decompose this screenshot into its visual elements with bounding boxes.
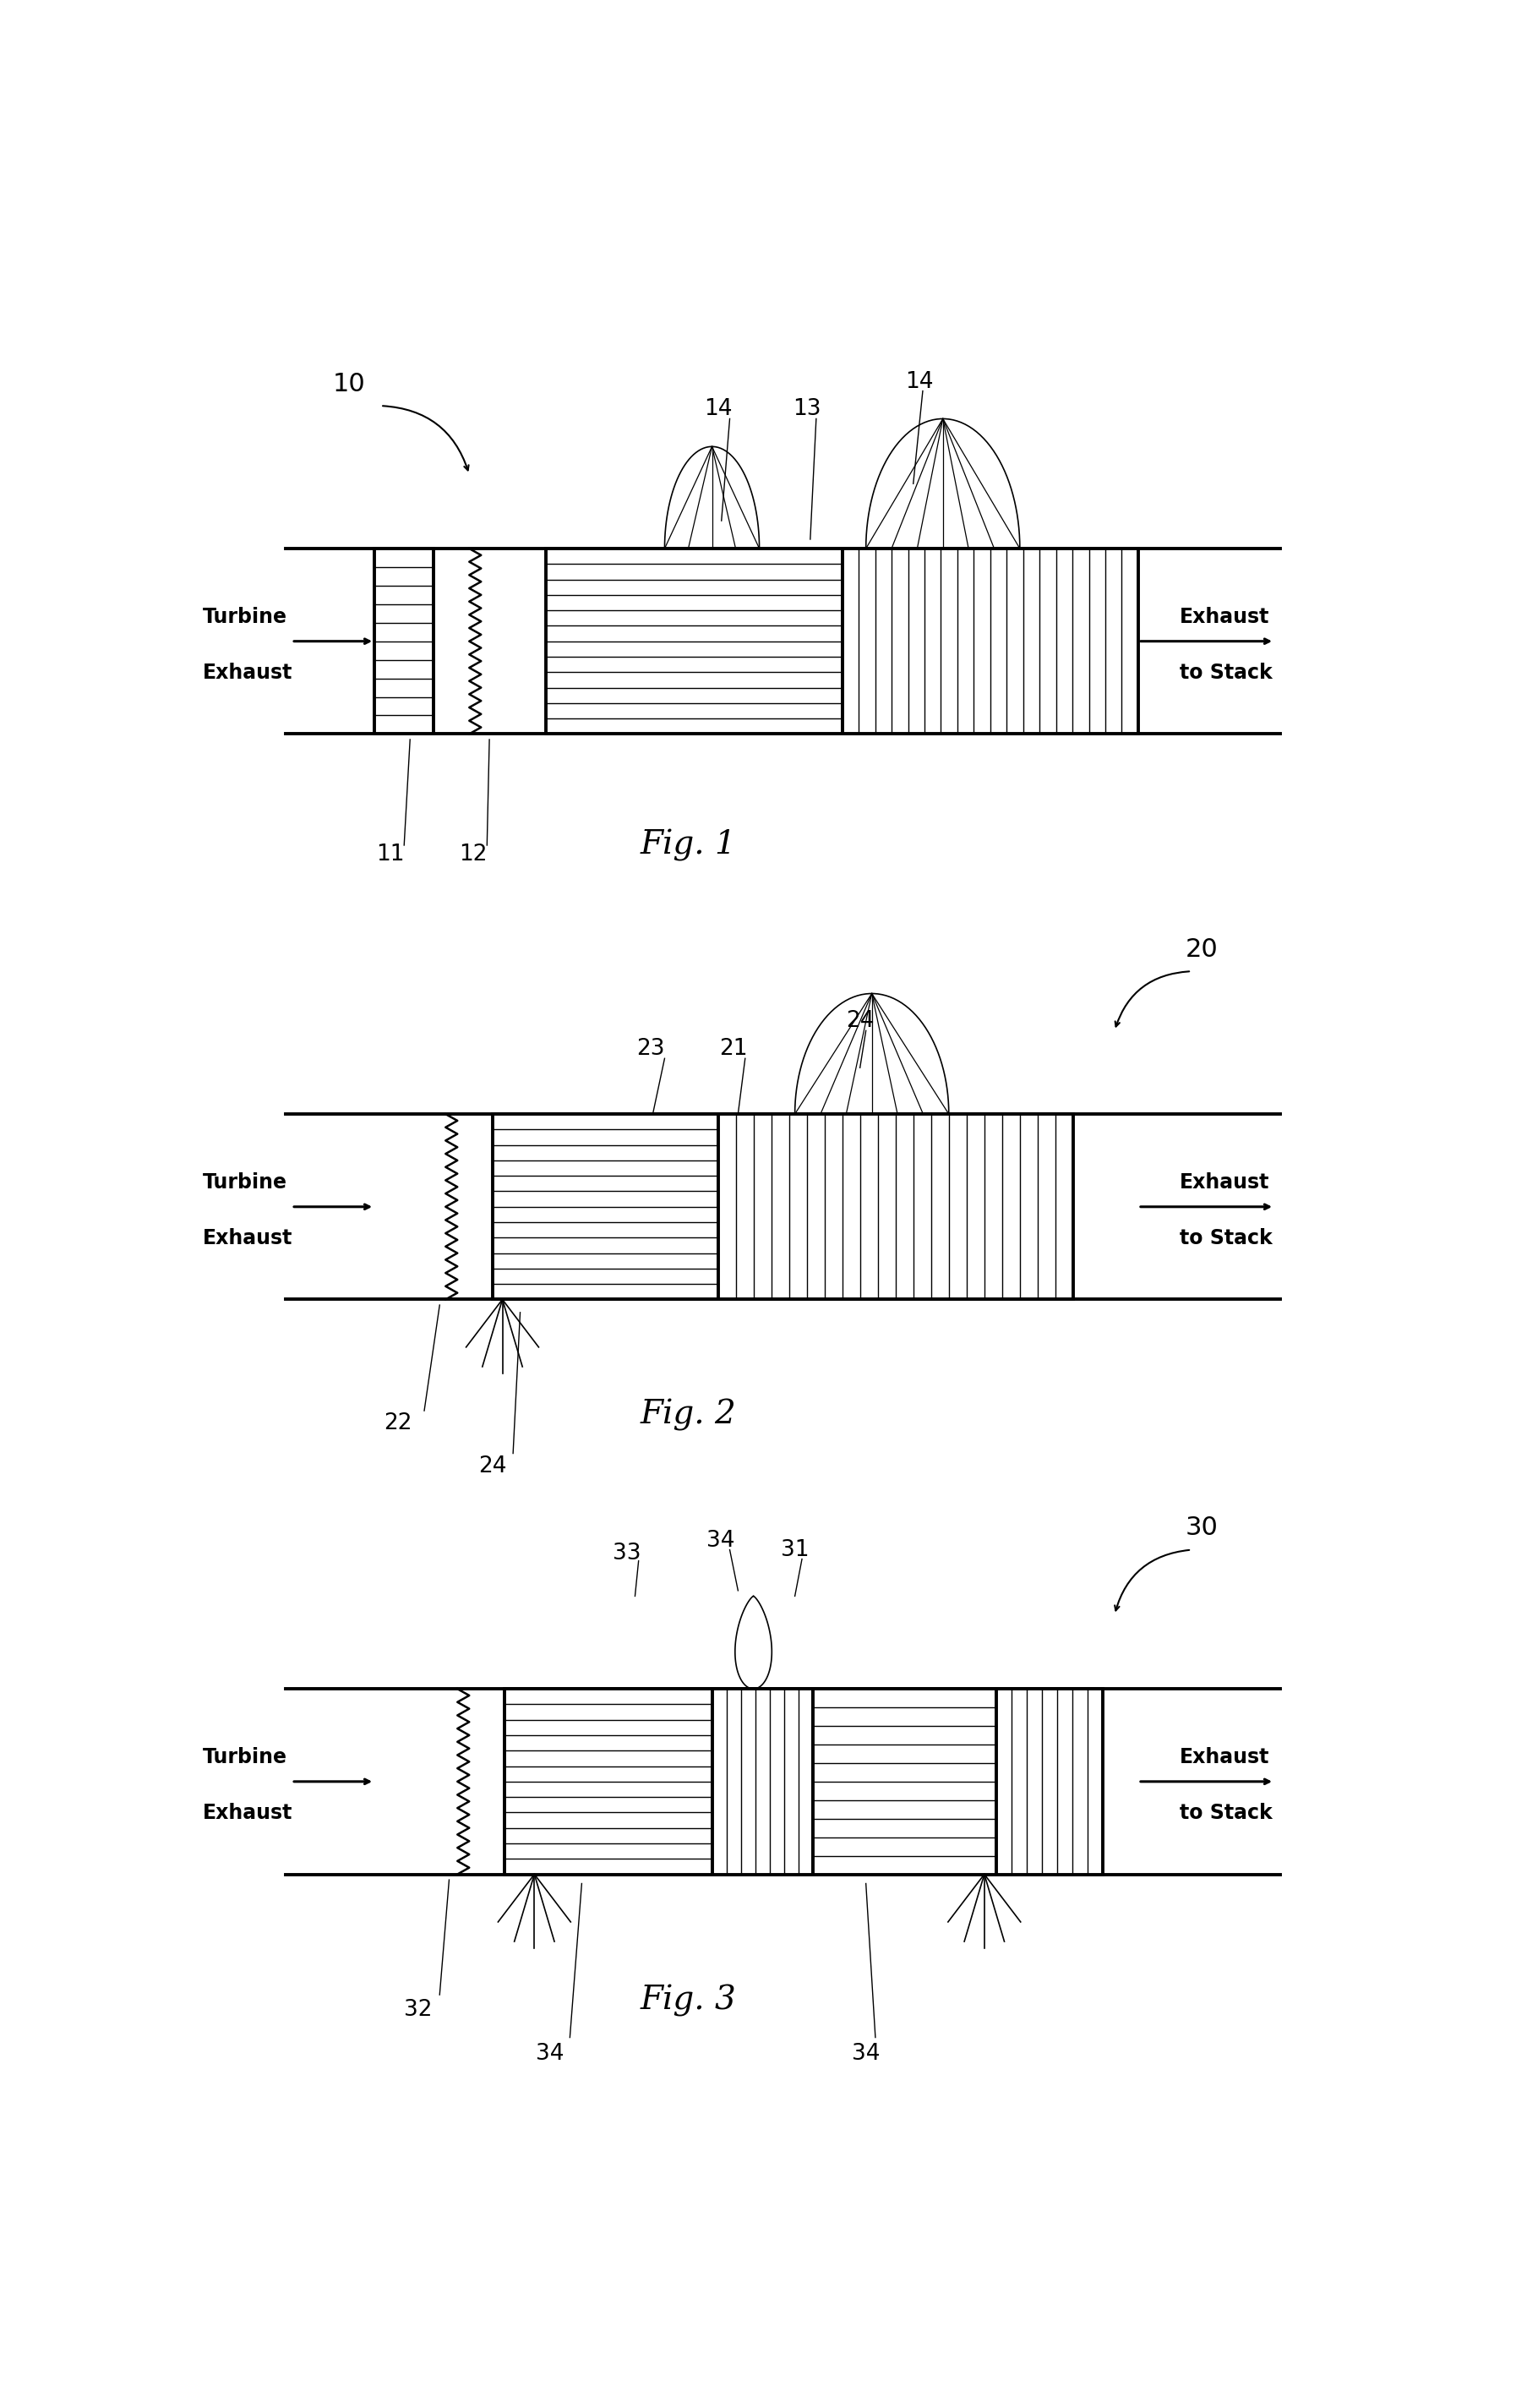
- Text: 24: 24: [846, 1011, 873, 1033]
- Text: 21: 21: [719, 1038, 747, 1060]
- Text: Exhaust: Exhaust: [203, 1228, 293, 1247]
- Bar: [718, 1115, 1072, 1300]
- Text: Fig. 2: Fig. 2: [640, 1399, 736, 1430]
- Text: Fig. 1: Fig. 1: [640, 828, 736, 862]
- Text: Fig. 3: Fig. 3: [640, 1984, 736, 2018]
- Text: Turbine: Turbine: [203, 1748, 287, 1767]
- Text: to Stack: to Stack: [1179, 662, 1272, 684]
- Text: to Stack: to Stack: [1179, 1228, 1272, 1247]
- Bar: [547, 549, 841, 734]
- Text: to Stack: to Stack: [1179, 1804, 1272, 1823]
- Text: Turbine: Turbine: [203, 1173, 287, 1192]
- Bar: [841, 549, 1138, 734]
- Text: 14: 14: [904, 371, 933, 393]
- Bar: [996, 1688, 1102, 1873]
- Text: 34: 34: [705, 1529, 734, 1551]
- Text: Exhaust: Exhaust: [1179, 1748, 1269, 1767]
- Text: 13: 13: [793, 397, 820, 421]
- Text: 22: 22: [383, 1413, 412, 1435]
- Bar: [504, 1688, 712, 1873]
- Bar: [712, 1688, 812, 1873]
- Bar: [374, 549, 434, 734]
- Text: 33: 33: [612, 1544, 640, 1565]
- Text: 12: 12: [458, 843, 487, 864]
- Text: Turbine: Turbine: [203, 607, 287, 628]
- Bar: [493, 1115, 718, 1300]
- Bar: [812, 1688, 996, 1873]
- Text: 14: 14: [704, 397, 731, 421]
- Text: 31: 31: [780, 1539, 809, 1560]
- Text: 34: 34: [536, 2042, 563, 2066]
- Text: Exhaust: Exhaust: [1179, 1173, 1269, 1192]
- Text: 10: 10: [333, 371, 365, 395]
- Text: 32: 32: [405, 1999, 432, 2020]
- Text: 23: 23: [635, 1038, 664, 1060]
- Text: Exhaust: Exhaust: [203, 662, 293, 684]
- Text: Exhaust: Exhaust: [203, 1804, 293, 1823]
- Text: 24: 24: [478, 1454, 507, 1479]
- Text: 34: 34: [851, 2042, 880, 2066]
- Text: Exhaust: Exhaust: [1179, 607, 1269, 628]
- Text: 30: 30: [1185, 1515, 1219, 1541]
- Text: 20: 20: [1185, 937, 1217, 961]
- Text: 11: 11: [376, 843, 403, 864]
